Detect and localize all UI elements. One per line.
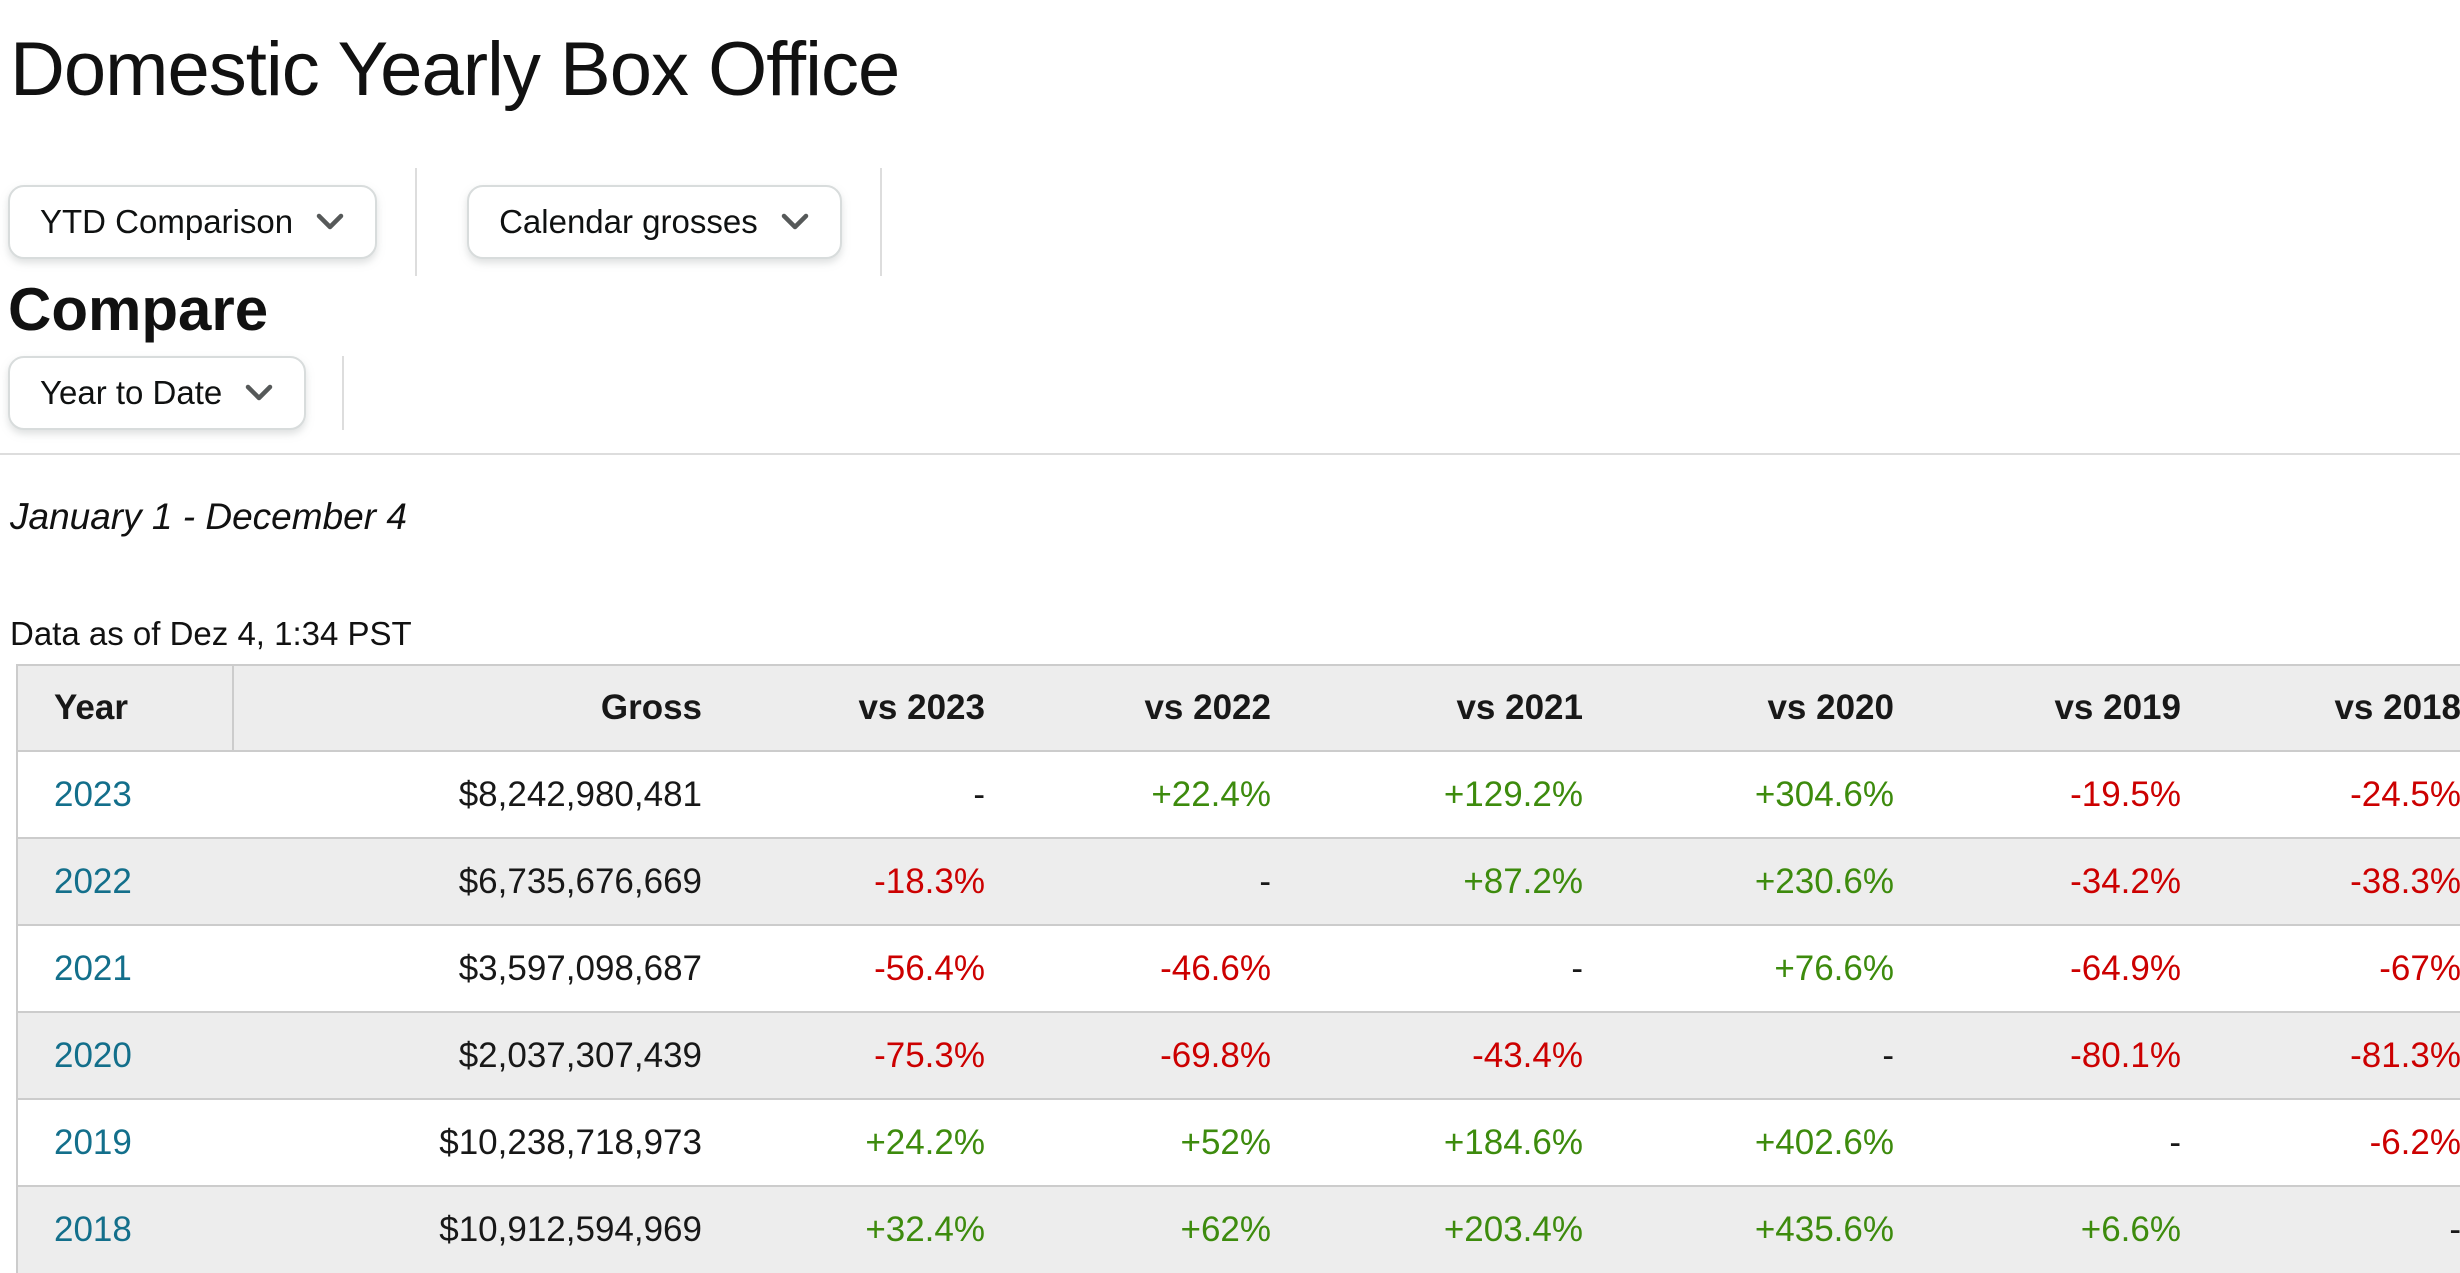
date-range-label: January 1 - December 4 xyxy=(10,495,407,537)
year-cell: 2019 xyxy=(17,1098,233,1187)
pct-change-cell: -38.3% xyxy=(2209,837,2460,926)
table-row-2018: 2018 $10,912,594,969 +32.4% +62% +203.4% +435… xyxy=(17,1185,2460,1273)
pct-change-cell: -46.6% xyxy=(1013,924,1299,1013)
box-office-table: Year Gross vs 2023 vs 2022 vs 2021 vs 2020 vs … xyxy=(16,664,2460,1273)
col-header-vs-2019: vs 2019 xyxy=(1922,665,2209,753)
pct-change-cell: +129.2% xyxy=(1443,774,1583,814)
table-row-2022: 2022 $6,735,676,669 -18.3% - +87.2% +230.6% -3… xyxy=(17,837,2460,926)
page-title: Domestic Yearly Box Office xyxy=(10,27,900,112)
col-header-vs-2018: vs 2018 xyxy=(2209,665,2460,753)
pct-change-cell: - xyxy=(1922,1098,2209,1187)
col-header-vs-2021: vs 2021 xyxy=(1299,665,1611,753)
col-header-year: Year xyxy=(17,665,234,753)
year-link-2022[interactable]: 2022 xyxy=(54,861,132,901)
pct-change-cell: -34.2% xyxy=(1922,837,2209,926)
chevron-down-icon xyxy=(244,383,274,403)
pct-change-cell: -18.3% xyxy=(730,837,1013,926)
col-header-vs-2023: vs 2023 xyxy=(730,665,1013,753)
year-link-2018[interactable]: 2018 xyxy=(54,1210,132,1250)
pct-change-cell: +32.4% xyxy=(730,1185,1013,1273)
pct-change-cell: +87.2% xyxy=(1299,837,1611,926)
pct-change-cell: -6.2% xyxy=(2209,1098,2460,1187)
ytd-comparison-dropdown[interactable]: YTD Comparison xyxy=(8,184,378,259)
pct-change-cell: +230.6% xyxy=(1611,837,1922,926)
pct-change-cell: -69.8% xyxy=(1013,1011,1299,1100)
pct-change-cell: +402.6% xyxy=(1611,1098,1922,1187)
table-row-2021: 2021 $3,597,098,687 -56.4% -46.6% - +76.6% -64… xyxy=(17,924,2460,1013)
pct-change-cell: -67% xyxy=(2209,924,2460,1013)
calendar-grosses-label: Calendar grosses xyxy=(499,202,758,240)
year-cell: 2022 xyxy=(17,837,233,926)
pct-change-cell: -56.4% xyxy=(730,924,1013,1013)
pct-change-cell: +184.6% xyxy=(1299,1098,1611,1187)
year-cell: 2018 xyxy=(17,1185,233,1273)
gross-cell: $8,242,980,481 xyxy=(458,774,702,814)
pct-change-cell: - xyxy=(1013,837,1299,926)
col-header-vs-2022: vs 2022 xyxy=(1013,665,1299,753)
col-header-vs-2020: vs 2020 xyxy=(1611,665,1922,753)
year-to-date-label: Year to Date xyxy=(40,373,223,411)
table-header-row: Year Gross vs 2023 vs 2022 vs 2021 vs 2020 vs … xyxy=(17,665,2460,753)
year-link-2021[interactable]: 2021 xyxy=(54,948,132,988)
pct-change-cell: -24.5% xyxy=(2350,774,2460,814)
col-header-gross: Gross xyxy=(233,665,730,753)
pct-change-cell: -43.4% xyxy=(1299,1011,1611,1100)
table-row-2020: 2020 $2,037,307,439 -75.3% -69.8% -43.4% - -80… xyxy=(17,1011,2460,1100)
box-office-table-container: Year Gross vs 2023 vs 2022 vs 2021 vs 2020 vs … xyxy=(16,664,2460,1273)
pct-change-cell: - xyxy=(1299,924,1611,1013)
table-row-2019: 2019 $10,238,718,973 +24.2% +52% +184.6% +402… xyxy=(17,1098,2460,1187)
pct-change-cell: +435.6% xyxy=(1611,1185,1922,1273)
pct-change-cell: +62% xyxy=(1013,1185,1299,1273)
pct-change-cell: +6.6% xyxy=(1922,1185,2209,1273)
pct-change-cell: -64.9% xyxy=(1922,924,2209,1013)
data-as-of-label: Data as of Dez 4, 1:34 PST xyxy=(10,615,412,653)
pct-change-cell: +52% xyxy=(1013,1098,1299,1187)
gross-cell: $2,037,307,439 xyxy=(233,1011,730,1100)
year-cell: 2023 xyxy=(17,751,233,838)
vertical-divider xyxy=(879,167,882,276)
gross-cell: $6,735,676,669 xyxy=(233,837,730,926)
year-link-2023[interactable]: 2023 xyxy=(54,774,132,814)
pct-change-cell: -81.3% xyxy=(2209,1011,2460,1100)
pct-change-cell: -80.1% xyxy=(1922,1011,2209,1100)
compare-heading: Compare xyxy=(8,275,269,343)
pct-change-cell: +76.6% xyxy=(1611,924,1922,1013)
gross-cell: $10,238,718,973 xyxy=(233,1098,730,1187)
year-cell: 2020 xyxy=(17,1011,233,1100)
pct-change-cell: +24.2% xyxy=(730,1098,1013,1187)
ytd-comparison-label: YTD Comparison xyxy=(40,202,294,240)
year-link-2020[interactable]: 2020 xyxy=(54,1035,132,1075)
year-cell: 2021 xyxy=(17,924,233,1013)
pct-change-cell: +304.6% xyxy=(1754,774,1894,814)
filters-row: YTD Comparison Calendar grosses xyxy=(8,167,2460,276)
pct-change-cell: - xyxy=(2209,1185,2460,1273)
pct-change-cell: -75.3% xyxy=(730,1011,1013,1100)
pct-change-cell: -19.5% xyxy=(2070,774,2181,814)
vertical-divider xyxy=(415,167,418,276)
calendar-grosses-dropdown[interactable]: Calendar grosses xyxy=(467,184,842,259)
year-link-2019[interactable]: 2019 xyxy=(54,1122,132,1162)
gross-cell: $3,597,098,687 xyxy=(233,924,730,1013)
table-row-2023: 2023 $8,242,980,481 - +22.4% +129.2% +304.6% -… xyxy=(17,751,2460,838)
gross-cell: $10,912,594,969 xyxy=(233,1185,730,1273)
pct-change-cell: - xyxy=(973,774,985,814)
pct-change-cell: +22.4% xyxy=(1151,774,1271,814)
year-to-date-dropdown[interactable]: Year to Date xyxy=(8,355,307,430)
compare-section: Year to Date xyxy=(0,340,2460,455)
pct-change-cell: - xyxy=(1611,1011,1922,1100)
pct-change-cell: +203.4% xyxy=(1299,1185,1611,1273)
chevron-down-icon xyxy=(315,212,345,232)
vertical-divider xyxy=(342,355,345,430)
chevron-down-icon xyxy=(780,212,810,232)
